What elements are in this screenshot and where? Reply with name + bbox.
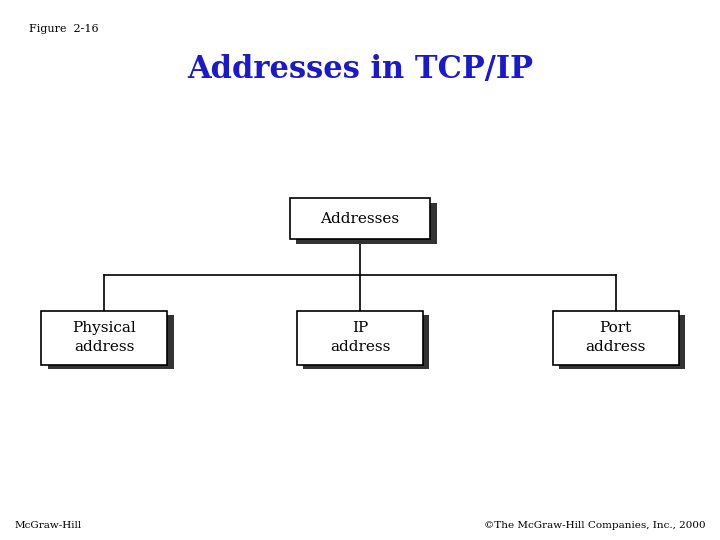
FancyBboxPatch shape <box>297 204 436 244</box>
Text: Figure  2-16: Figure 2-16 <box>29 24 99 35</box>
Text: Addresses: Addresses <box>320 212 400 226</box>
FancyBboxPatch shape <box>48 315 174 369</box>
Text: Port
address: Port address <box>585 321 646 354</box>
Text: McGraw-Hill: McGraw-Hill <box>14 521 81 530</box>
FancyBboxPatch shape <box>289 199 430 239</box>
FancyBboxPatch shape <box>304 315 429 369</box>
Text: Physical
address: Physical address <box>73 321 136 354</box>
Text: Addresses in TCP/IP: Addresses in TCP/IP <box>187 54 533 85</box>
Text: ©The McGraw-Hill Companies, Inc., 2000: ©The McGraw-Hill Companies, Inc., 2000 <box>484 521 706 530</box>
FancyBboxPatch shape <box>297 310 423 365</box>
FancyBboxPatch shape <box>559 315 685 369</box>
FancyBboxPatch shape <box>553 310 678 365</box>
FancyBboxPatch shape <box>42 310 167 365</box>
Text: IP
address: IP address <box>330 321 390 354</box>
